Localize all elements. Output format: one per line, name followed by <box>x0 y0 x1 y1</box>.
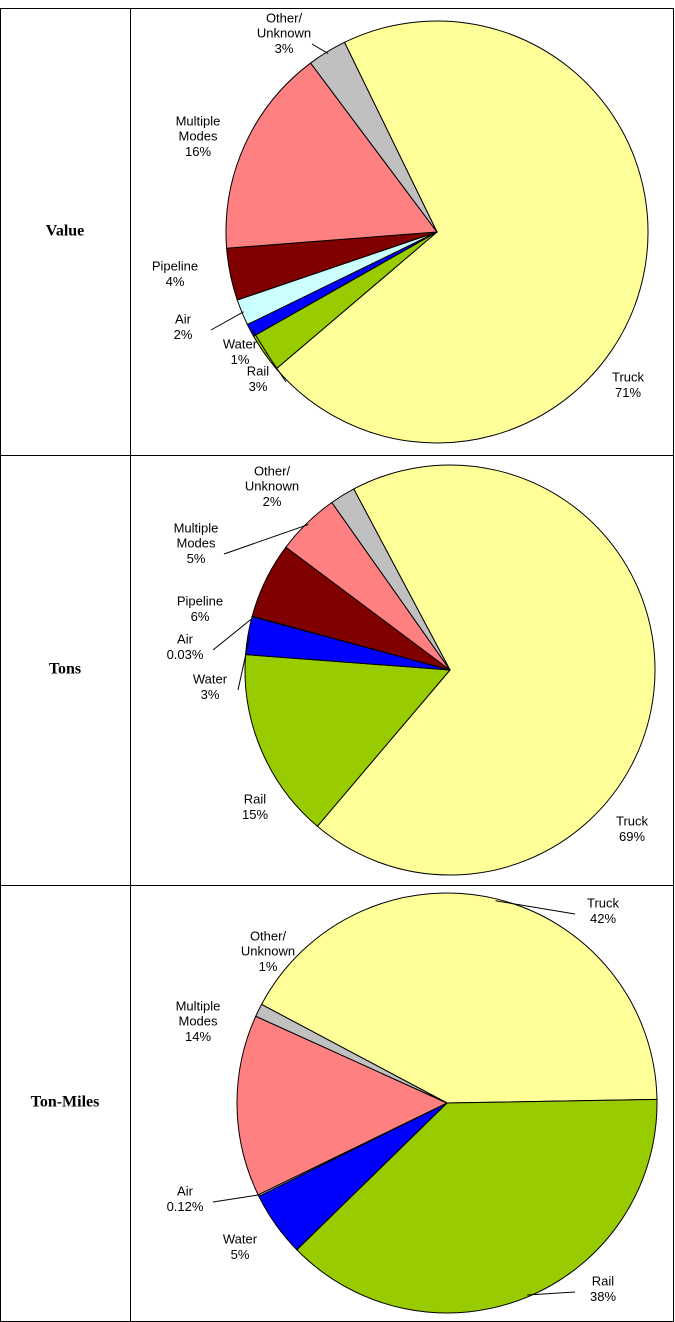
slice-value-label: 2% <box>263 494 282 509</box>
leader-line <box>223 523 309 555</box>
slice-label: Water <box>193 672 228 687</box>
slice-value-label: 1% <box>259 959 278 974</box>
slice-value-label: 42% <box>590 911 616 926</box>
slice-label: Multiple Modes <box>176 114 221 144</box>
slice-value-label: 3% <box>249 379 268 394</box>
pie-slice <box>236 1015 449 1196</box>
leader-line <box>237 635 251 691</box>
pie-slice <box>275 20 649 444</box>
leader-line <box>210 311 245 331</box>
slice-value-label: 1% <box>231 352 250 367</box>
slice-value-label: 5% <box>231 1247 250 1262</box>
pie-slice <box>309 41 438 233</box>
slice-label: Air <box>177 632 194 647</box>
slice-value-label: 15% <box>242 807 268 822</box>
slice-value-label: 3% <box>201 687 220 702</box>
pie-slice <box>225 62 438 249</box>
slice-label: Multiple Modes <box>176 999 221 1029</box>
leader-line <box>212 616 255 651</box>
slice-label: Rail <box>244 792 267 807</box>
slice-label: Air <box>175 312 192 327</box>
row-title: Tons <box>49 661 81 678</box>
leader-line <box>265 351 287 383</box>
slice-value-label: 38% <box>590 1289 616 1304</box>
slice-label: Rail <box>247 364 270 379</box>
leader-line <box>527 1291 576 1296</box>
slice-label: Other/Unknown <box>257 11 311 41</box>
slice-label: Other/Unknown <box>245 464 299 494</box>
slice-label: Truck <box>587 896 620 911</box>
pie-slice <box>260 892 658 1104</box>
slice-label: Multiple Modes <box>174 521 219 551</box>
slice-label: Water <box>223 337 258 352</box>
leader-line <box>495 900 576 915</box>
slice-value-label: 6% <box>191 609 210 624</box>
row-title: Value <box>46 223 85 240</box>
pie-slice <box>244 654 452 827</box>
pie-slice <box>331 488 451 671</box>
pie-slice <box>296 1098 658 1314</box>
slice-value-label: 5% <box>187 551 206 566</box>
slice-value-label: 69% <box>619 829 645 844</box>
slice-label: Truck <box>612 370 645 385</box>
slice-label: Pipeline <box>152 259 198 274</box>
slice-label: Water <box>223 1232 258 1247</box>
slice-label: Rail <box>592 1274 615 1289</box>
leader-line <box>212 1194 261 1203</box>
slice-value-label: 2% <box>174 327 193 342</box>
slice-value-label: 3% <box>275 41 294 56</box>
slice-value-label: 0.03% <box>167 647 204 662</box>
leader-line <box>251 329 269 356</box>
slice-value-label: 4% <box>166 274 185 289</box>
slice-label: Air <box>177 1184 194 1199</box>
slice-label: Pipeline <box>177 594 223 609</box>
leader-line <box>311 43 329 55</box>
slice-value-label: 0.12% <box>167 1199 204 1214</box>
slice-label: Other/Unknown <box>241 929 295 959</box>
slice-value-label: 16% <box>185 144 211 159</box>
pie-slice <box>316 464 656 876</box>
pie-slice <box>255 1003 448 1104</box>
slice-value-label: 14% <box>185 1029 211 1044</box>
slice-label: Truck <box>616 814 649 829</box>
slice-value-label: 71% <box>615 385 641 400</box>
row-title: Ton-Miles <box>31 1094 100 1111</box>
